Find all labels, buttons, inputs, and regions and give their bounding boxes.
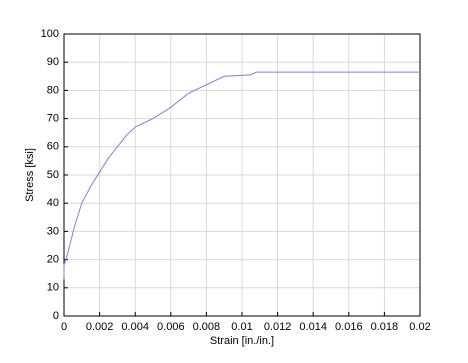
y-tick-label: 10 [47,282,59,294]
x-tick-label: 0.004 [121,321,149,333]
y-tick-label: 50 [47,169,59,181]
x-tick-label: 0 [61,321,67,333]
y-tick-label: 100 [41,28,59,40]
plot-frame [63,33,421,317]
data-line [63,71,420,280]
x-tick-label: 0.02 [409,321,430,333]
x-tick-label: 0.014 [299,321,327,333]
y-tick-label: 80 [47,84,59,96]
y-axis-label: Stress [ksi] [24,148,36,202]
y-tick-label: 0 [53,310,59,322]
x-tick-label: 0.01 [231,321,252,333]
y-tick-label: 60 [47,141,59,153]
y-tick-label: 90 [47,56,59,68]
y-tick-label: 40 [47,197,59,209]
x-tick-label: 0.016 [335,321,363,333]
x-tick-label: 0.012 [264,321,292,333]
x-tick-label: 0.006 [157,321,185,333]
x-tick-label: 0.008 [193,321,221,333]
x-tick-label: 0.002 [86,321,114,333]
y-tick-label: 70 [47,113,59,125]
y-tick-label: 20 [47,254,59,266]
x-axis-label: Strain [in./in.] [210,335,274,347]
y-tick-label: 30 [47,225,59,237]
x-tick-label: 0.018 [371,321,399,333]
